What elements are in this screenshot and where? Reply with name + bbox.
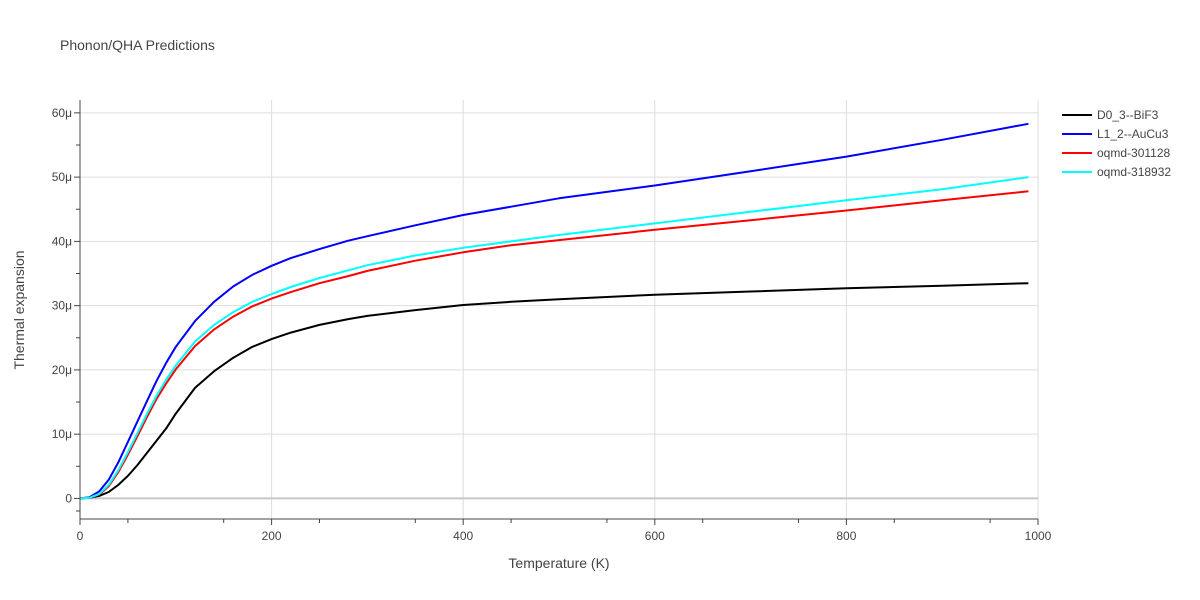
y-tick-label: 20μ	[52, 363, 72, 377]
legend-label: oqmd-301128	[1097, 146, 1170, 160]
x-tick-label: 1000	[1025, 529, 1052, 543]
grid-lines	[80, 100, 1039, 519]
chart-title: Phonon/QHA Predictions	[60, 37, 215, 53]
x-tick-label: 400	[453, 529, 473, 543]
y-axis-ticks: 0 10μ 20μ 30μ 40μ 50μ 60μ	[52, 106, 80, 512]
y-axis-title: Thermal expansion	[11, 250, 27, 369]
x-tick-label: 800	[836, 529, 856, 543]
legend-label: L1_2--AuCu3	[1097, 127, 1169, 141]
y-tick-label: 30μ	[52, 299, 72, 313]
legend-label: D0_3--BiF3	[1097, 108, 1159, 122]
x-axis-ticks: 0 200 400 600 800 1000	[77, 519, 1052, 543]
axes	[79, 100, 1038, 520]
series-line-oqmd-301128	[79, 190, 1029, 500]
x-tick-label: 0	[77, 529, 84, 543]
y-tick-label: 0	[65, 491, 72, 505]
y-tick-label: 60μ	[52, 106, 72, 120]
series-line-oqmd-318932	[79, 176, 1029, 500]
legend-label: oqmd-318932	[1097, 165, 1171, 179]
y-tick-label: 40μ	[52, 234, 72, 248]
y-tick-label: 10μ	[52, 427, 72, 441]
series-line-L1_2--AuCu3	[79, 122, 1029, 500]
legend: D0_3--BiF3 L1_2--AuCu3 oqmd-301128 oqmd-318…	[1062, 108, 1171, 179]
x-axis-title: Temperature (K)	[508, 555, 609, 571]
series-line-D0_3--BiF3	[79, 282, 1029, 500]
x-tick-label: 600	[645, 529, 665, 543]
y-tick-label: 50μ	[52, 170, 72, 184]
series-lines	[79, 122, 1029, 500]
x-tick-label: 200	[262, 529, 282, 543]
